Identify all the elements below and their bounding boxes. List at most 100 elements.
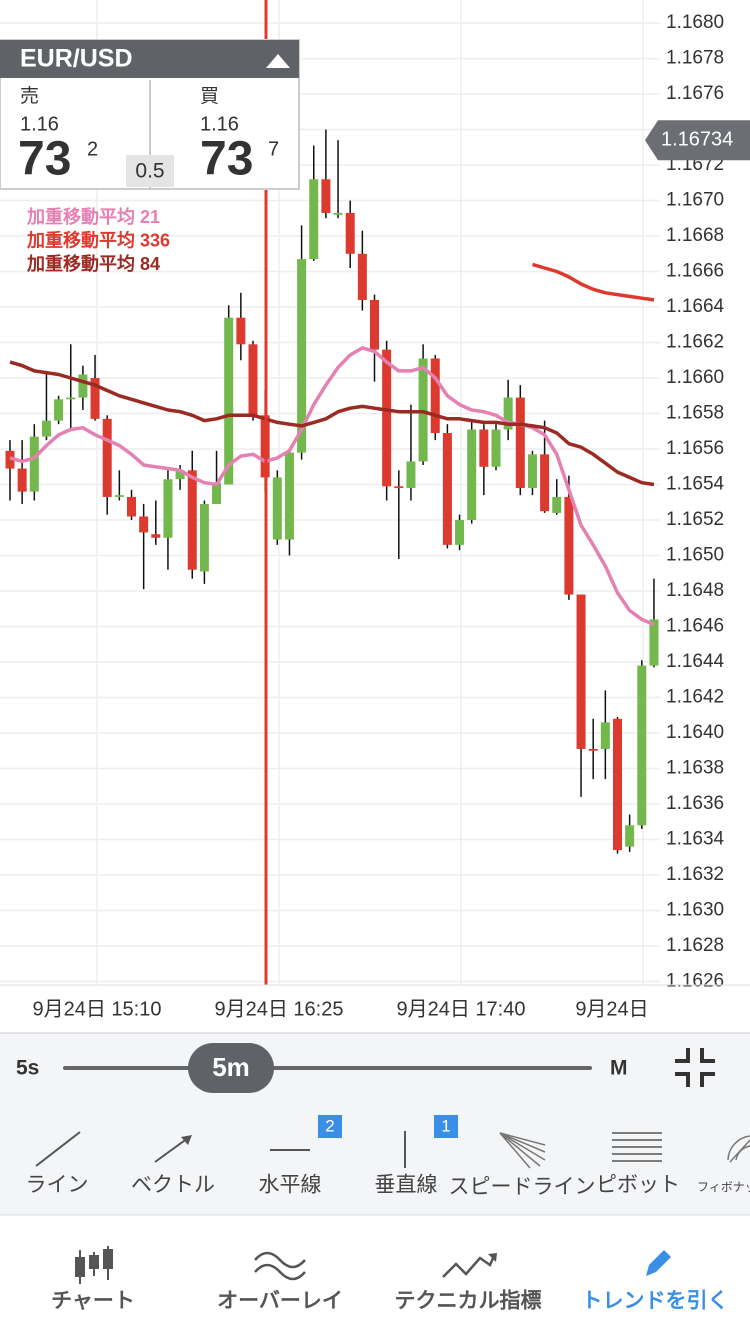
price-marker [645, 120, 750, 161]
tool-label[interactable]: ライン [26, 1174, 89, 1197]
candle-body [564, 496, 574, 595]
collapse-arrow[interactable] [266, 54, 290, 68]
candle-body [576, 594, 586, 749]
legend-entry: 加重移動平均 21 [26, 206, 160, 227]
candle-body [163, 479, 173, 538]
candle-body [515, 397, 525, 489]
slider-current: 5m [212, 1052, 250, 1082]
candle-body [442, 433, 452, 545]
y-tick-label: 1.1638 [666, 757, 724, 778]
candle-body [430, 358, 440, 434]
candle-body [588, 748, 598, 751]
pair: EUR/USD [20, 45, 133, 73]
fib-icon [727, 1135, 750, 1163]
spread: 0.5 [135, 160, 164, 183]
nav-label-active[interactable]: トレンドを引く [582, 1290, 729, 1313]
candle-body [127, 496, 136, 517]
candle-body [394, 486, 404, 489]
candle-body [29, 436, 39, 492]
candle-body [199, 504, 209, 572]
candle-body [613, 718, 622, 851]
y-tick-label: 1.1678 [666, 48, 724, 69]
candle-body [503, 397, 513, 430]
nav-label[interactable]: テクニカル指標 [395, 1289, 542, 1313]
y-tick-label: 1.1642 [666, 687, 724, 708]
candle-body [224, 317, 234, 485]
y-tick-label: 1.1626 [666, 970, 724, 991]
candle-body [625, 825, 635, 847]
sell-label: 売 [20, 85, 39, 107]
sell-main: 73 [18, 133, 71, 186]
legend-entry: 加重移動平均 84 [26, 253, 160, 274]
candle-body [321, 179, 331, 213]
nav-label[interactable]: オーバーレイ [217, 1290, 343, 1313]
badge [318, 1115, 342, 1138]
candle-body [333, 212, 343, 215]
collapse-icon[interactable] [675, 1048, 715, 1087]
tool-label[interactable]: ピボット [596, 1174, 680, 1197]
candle-body [637, 665, 647, 826]
y-axis: 1.1626 1.1628 1.1630 1.1632 1.1634 1.1636 1.16… [645, 12, 750, 991]
tool-label[interactable]: フィボナッ [697, 1180, 750, 1194]
candle-body [66, 397, 76, 400]
candle-body [212, 482, 222, 505]
y-tick-label: 1.1670 [666, 190, 724, 211]
candle-body [297, 259, 307, 453]
candle-body [236, 317, 246, 345]
tool-label[interactable]: スピードライン [449, 1176, 596, 1199]
y-tick-label: 1.1668 [666, 225, 724, 246]
y-tick-label: 1.1658 [666, 403, 724, 424]
y-tick-label: 1.1664 [666, 296, 725, 317]
speed-icon [499, 1132, 546, 1169]
buy-main: 73 [200, 133, 253, 186]
sell-pip: 2 [87, 138, 98, 160]
candle-body [284, 452, 294, 540]
slider-max: M [610, 1057, 628, 1080]
badge-count: 1 [441, 1116, 450, 1135]
line-icon [35, 1131, 81, 1167]
candle-body [175, 470, 185, 480]
indicator-head [488, 1253, 497, 1262]
moving-average [532, 262, 655, 302]
tool-label[interactable]: 垂直線 [375, 1174, 438, 1197]
y-tick-label: 1.1636 [666, 793, 724, 814]
plot [5, 129, 659, 854]
candle-body [17, 468, 27, 492]
vector-head [181, 1135, 192, 1145]
candle-body [370, 299, 379, 350]
tool-label[interactable]: 水平線 [259, 1174, 322, 1197]
pivot-icon [612, 1132, 662, 1162]
moving-average [9, 360, 655, 487]
candle-body [552, 496, 562, 513]
slider-min: 5s [16, 1057, 39, 1080]
badge [434, 1115, 458, 1138]
price-marker-label: 1.16734 [661, 128, 733, 150]
candle-body [345, 212, 355, 254]
candle-body [600, 722, 610, 749]
y-tick-label: 1.1644 [666, 651, 725, 672]
legend-entry: 加重移動平均 336 [26, 229, 170, 250]
y-tick-label: 1.1662 [666, 332, 724, 353]
candle-body [406, 461, 416, 489]
y-tick-label: 1.1634 [666, 828, 725, 849]
tool-label[interactable]: ベクトル [131, 1174, 215, 1197]
buy-label: 買 [200, 86, 219, 107]
x-tick-label: 9月24日 16:25 [215, 998, 344, 1020]
quote-header [0, 40, 299, 78]
chart-icon [75, 1246, 113, 1284]
slider-knob[interactable] [188, 1043, 274, 1093]
candle-body [357, 253, 367, 300]
y-tick-label: 1.1680 [666, 12, 724, 33]
y-tick-label: 1.1656 [666, 438, 724, 459]
candle-body [479, 429, 489, 467]
y-tick-label: 1.1630 [666, 899, 724, 920]
candle-body [102, 418, 112, 497]
candle-body [114, 495, 124, 497]
nav-label[interactable]: チャート [51, 1290, 135, 1313]
candle-body [272, 477, 282, 540]
y-tick-label: 1.1648 [666, 580, 724, 601]
buy-pip: 7 [268, 138, 279, 160]
y-tick-label: 1.1654 [666, 474, 725, 495]
candle-body [649, 619, 659, 666]
